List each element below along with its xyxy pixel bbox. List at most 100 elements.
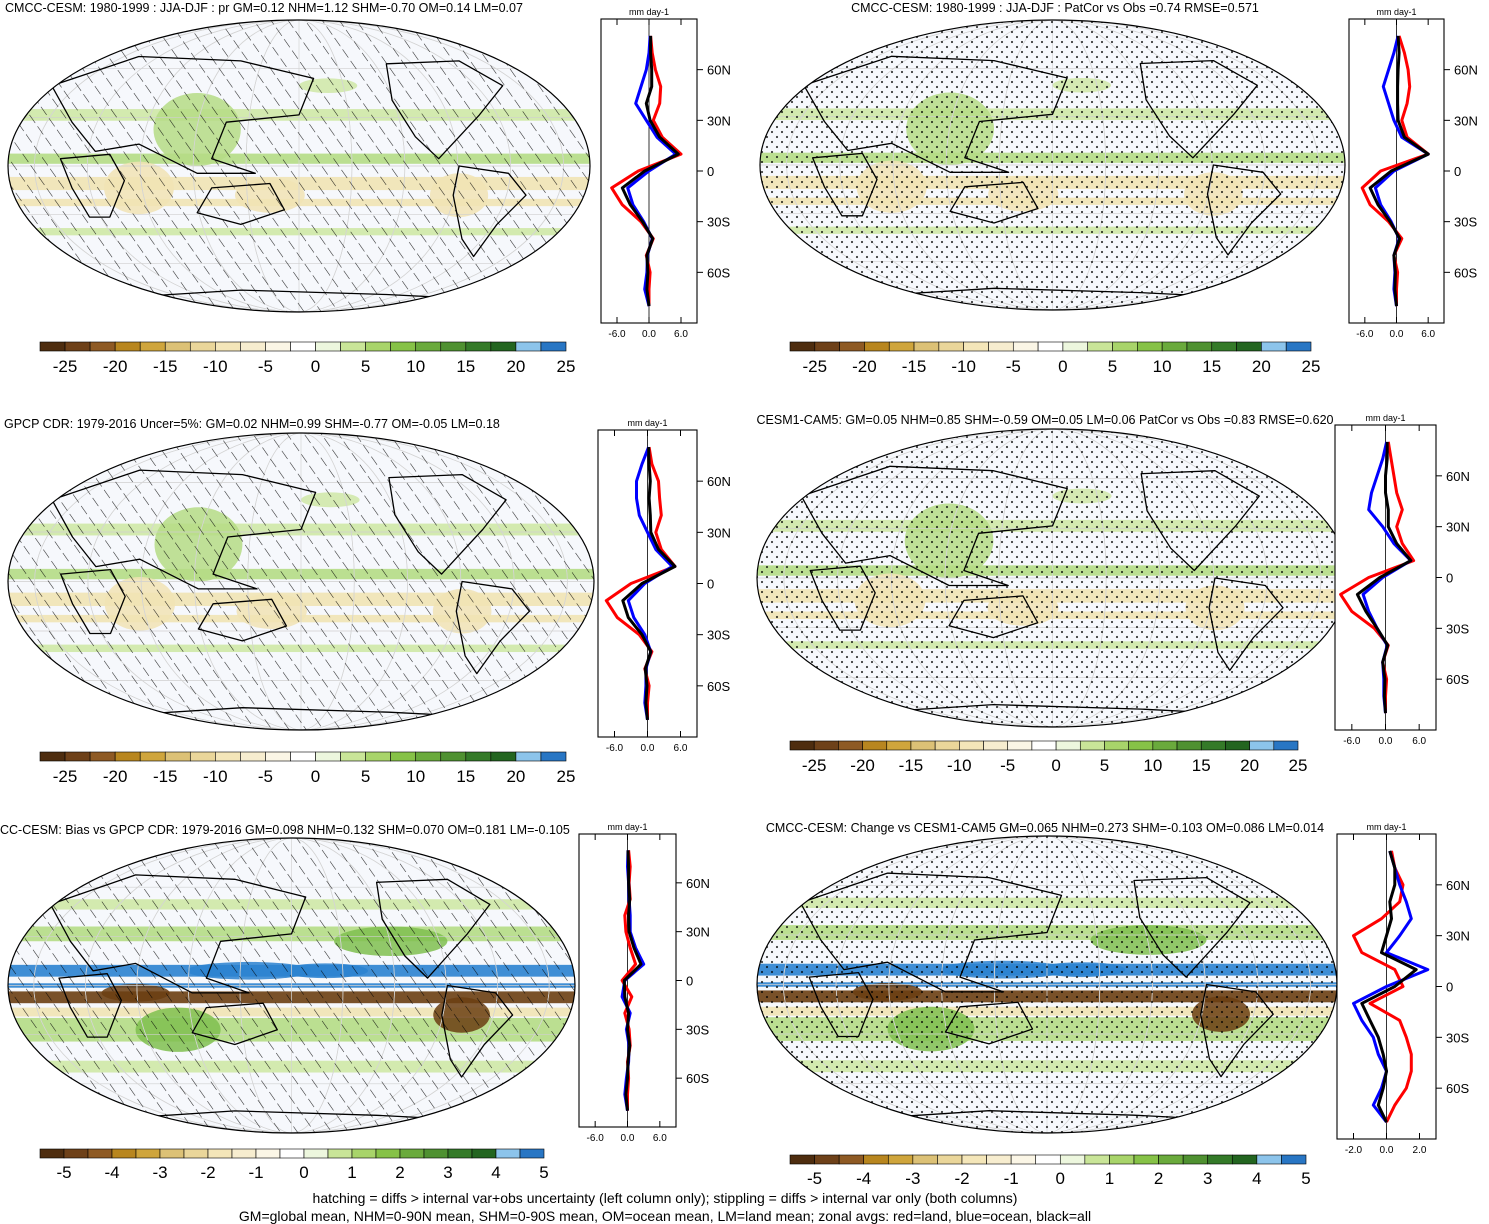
zonal-xtick-label: -6.0 (606, 743, 624, 754)
hatching-overlay (8, 433, 594, 730)
colorbar-box (1273, 740, 1299, 751)
colorbar-box (1055, 740, 1081, 751)
colorbar-label: -2 (200, 1163, 215, 1182)
colorbar-label: 20 (1252, 357, 1271, 376)
zonal-series-all (621, 447, 677, 721)
zonal-xtick-label: -6.0 (1343, 736, 1361, 747)
colorbar-box (207, 1148, 233, 1159)
colorbar-box (63, 1148, 89, 1159)
colorbar-box (864, 341, 890, 352)
colorbar-box (1059, 1154, 1086, 1165)
zonal-lat-label: 0 (686, 974, 693, 989)
colorbar-box (814, 1154, 840, 1165)
colorbar-box (540, 751, 567, 762)
panel-1: CMCC-CESM: 1980-1999 : JJA-DJF : pr GM=0… (5, 1, 731, 376)
zonal-lat-label: 60N (707, 63, 731, 78)
map-plot (757, 836, 1337, 1133)
colorbar-box (114, 341, 141, 352)
map-border (7, 432, 595, 731)
zonal-lat-label: 30S (1446, 621, 1469, 636)
zonal-xtick-label: 0.0 (1390, 329, 1404, 340)
colorbar-box (1285, 341, 1312, 352)
colorbar-box (963, 341, 989, 352)
colorbar-box (315, 751, 341, 762)
colorbar-box (189, 751, 216, 762)
colorbar-box (231, 1148, 257, 1159)
colorbar-box (515, 341, 542, 352)
colorbar-box (39, 1148, 65, 1159)
colorbar-box (1200, 740, 1226, 751)
colorbar-box (515, 751, 542, 762)
stippling-overlay (757, 429, 1348, 727)
colorbar-box (215, 751, 241, 762)
colorbar-box (1010, 1154, 1037, 1165)
colorbar-label: -10 (947, 756, 972, 775)
colorbar-box (114, 751, 141, 762)
zonal-series-all (1355, 441, 1413, 714)
colorbar-box (240, 341, 266, 352)
colorbar-box (290, 341, 316, 352)
colorbar-label: 4 (491, 1163, 500, 1182)
colorbar-label: -5 (258, 357, 273, 376)
colorbar-box (1109, 1154, 1135, 1165)
zonal-xtick-label: -6.0 (1356, 329, 1374, 340)
zonal-lat-label: 60N (1446, 469, 1470, 484)
panel-title: GPCP CDR: 1979-2016 Uncer=5%: GM=0.02 NH… (4, 417, 500, 431)
colorbar-box (365, 341, 391, 352)
zonal-lat-label: 60N (686, 876, 710, 891)
colorbar-box (279, 1148, 305, 1159)
zonal-mean-plot: mm day-1 -6.0 0.0 6.0 60N 30N 0 30S 60S (1334, 413, 1470, 747)
colorbar-box (440, 751, 467, 762)
colorbar: -25 -20 -15 -10 -5 0 5 10 15 20 25 (789, 341, 1320, 376)
zonal-lat-label: 30N (1454, 113, 1478, 128)
colorbar-label: 3 (1203, 1169, 1212, 1188)
colorbar-box (862, 740, 888, 751)
colorbar-box (303, 1148, 329, 1159)
colorbar-box (937, 1154, 963, 1165)
zonal-xtick-label: -6.0 (608, 329, 626, 340)
footer-note-means: GM=global mean, NHM=0-90N mean, SHM=0-90… (238, 1208, 1092, 1224)
colorbar-label: 2 (1154, 1169, 1163, 1188)
zonal-lat-label: 0 (1454, 164, 1461, 179)
panel-title: CMCC-CESM: Change vs CESM1-CAM5 GM=0.065… (766, 821, 1324, 835)
zonal-lat-label: 60S (1446, 1081, 1469, 1096)
colorbar-label: -15 (153, 357, 178, 376)
colorbar-label: -15 (899, 756, 924, 775)
colorbar-box (814, 341, 840, 352)
zonal-xtick-label: 2.0 (1413, 1145, 1427, 1156)
colorbar-label: 25 (1289, 756, 1308, 775)
colorbar-box (1186, 341, 1213, 352)
colorbar-box (1128, 740, 1154, 751)
colorbar-label: 5 (361, 357, 370, 376)
colorbar-label: 15 (1192, 756, 1211, 775)
colorbar-box (1256, 1154, 1282, 1165)
colorbar-label: 5 (539, 1163, 548, 1182)
colorbar-box (415, 341, 442, 352)
zonal-lat-label: 60S (707, 679, 730, 694)
colorbar-label: 1 (1105, 1169, 1114, 1188)
zonal-series-land (1352, 850, 1413, 1123)
zonal-series-all (1360, 850, 1418, 1123)
colorbar-box (888, 341, 915, 352)
colorbar-label: 3 (443, 1163, 452, 1182)
zonal-lat-label: 60N (1454, 63, 1478, 78)
colorbar-box (64, 341, 91, 352)
colorbar-box (111, 1148, 137, 1159)
colorbar-box (1207, 1154, 1233, 1165)
colorbar-label: -25 (53, 767, 78, 786)
zonal-mean-plot: mm day-1 -2.0 0.0 2.0 60N 30N 0 30S 60S (1336, 822, 1470, 1156)
colorbar-label: -4 (856, 1169, 871, 1188)
colorbar-box (938, 341, 964, 352)
colorbar-box (1249, 740, 1275, 751)
panel-title: CESM1-CAM5: GM=0.05 NHM=0.85 SHM=-0.59 O… (757, 413, 1334, 427)
map-border (7, 837, 576, 1134)
colorbar-box (1182, 1154, 1209, 1165)
colorbar-box (265, 751, 291, 762)
zonal-lat-label: 0 (1446, 571, 1453, 586)
colorbar-box (39, 341, 66, 352)
zonal-units: mm day-1 (1365, 413, 1405, 423)
colorbar-label: 20 (1240, 756, 1259, 775)
zonal-xtick-label: 6.0 (1412, 736, 1426, 747)
colorbar-box (1104, 740, 1129, 751)
colorbar-box (89, 751, 116, 762)
